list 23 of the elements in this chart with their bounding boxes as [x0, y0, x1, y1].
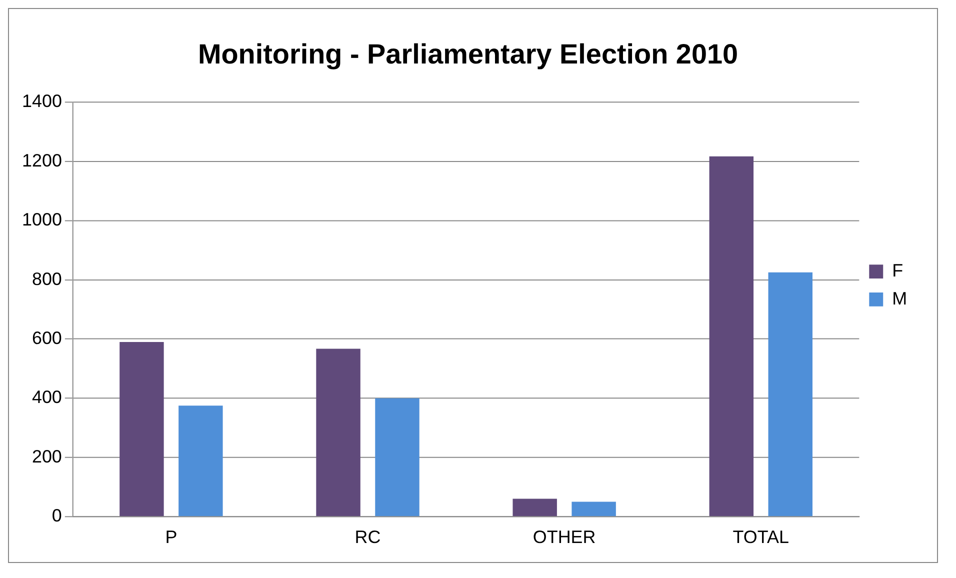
y-tick-label: 200 [32, 446, 62, 466]
y-tick-label: 400 [32, 387, 62, 408]
x-tick-label: P [165, 527, 178, 548]
y-tick-label: 600 [32, 328, 62, 348]
bar [512, 498, 557, 516]
legend-label: F [892, 260, 904, 280]
bar [316, 348, 360, 516]
bar [375, 398, 420, 516]
y-tick-label: 800 [32, 268, 62, 289]
y-tick-label: 1000 [22, 210, 62, 230]
y-tick-label: 1200 [22, 150, 62, 170]
legend-label: M [892, 288, 908, 308]
x-tick-label: RC [354, 527, 381, 548]
bar [768, 272, 812, 516]
bar [572, 502, 616, 516]
chart-title: Monitoring - Parliamentary Election 2010 [198, 38, 738, 70]
bar [120, 342, 164, 516]
x-tick-label: TOTAL [732, 527, 790, 548]
x-tick-label: OTHER [532, 527, 596, 548]
bar [709, 156, 754, 516]
y-tick-label: 0 [52, 506, 62, 526]
bar [178, 406, 223, 516]
y-tick-label: 1400 [22, 91, 62, 112]
